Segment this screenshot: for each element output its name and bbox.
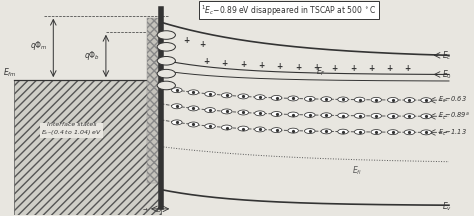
Text: $E_c$$-$0.89$^a$: $E_c$$-$0.89$^a$ bbox=[438, 111, 469, 122]
Text: +: + bbox=[277, 62, 283, 71]
Circle shape bbox=[404, 98, 415, 103]
Text: +: + bbox=[386, 64, 392, 73]
Circle shape bbox=[205, 92, 215, 97]
Circle shape bbox=[255, 95, 265, 100]
Text: $q\Phi_m$: $q\Phi_m$ bbox=[30, 39, 48, 52]
Circle shape bbox=[271, 95, 282, 100]
Circle shape bbox=[355, 129, 365, 134]
Text: +: + bbox=[199, 40, 205, 49]
Text: +: + bbox=[240, 60, 246, 69]
Circle shape bbox=[255, 111, 265, 116]
Circle shape bbox=[157, 69, 175, 78]
Circle shape bbox=[388, 97, 398, 102]
Circle shape bbox=[157, 81, 175, 90]
Circle shape bbox=[321, 113, 332, 118]
Circle shape bbox=[355, 97, 365, 102]
Circle shape bbox=[188, 122, 199, 127]
Circle shape bbox=[238, 126, 248, 131]
Circle shape bbox=[238, 94, 248, 99]
Circle shape bbox=[404, 114, 415, 119]
Text: +: + bbox=[368, 64, 374, 73]
Circle shape bbox=[355, 113, 365, 118]
Text: Interface states
$E_c$–(0.4 to 1.04) eV: Interface states $E_c$–(0.4 to 1.04) eV bbox=[41, 122, 102, 137]
Circle shape bbox=[238, 110, 248, 115]
Circle shape bbox=[255, 127, 265, 132]
Text: +: + bbox=[183, 36, 189, 45]
Text: +: + bbox=[331, 64, 338, 73]
Text: $E_v$: $E_v$ bbox=[442, 200, 452, 213]
Circle shape bbox=[271, 111, 282, 116]
Polygon shape bbox=[147, 18, 161, 183]
Circle shape bbox=[221, 109, 232, 114]
Text: $E_c$$-$0.63: $E_c$$-$0.63 bbox=[438, 95, 466, 105]
Text: $\delta$: $\delta$ bbox=[155, 205, 162, 214]
Circle shape bbox=[404, 130, 415, 135]
Circle shape bbox=[172, 104, 182, 109]
Circle shape bbox=[338, 97, 348, 102]
Polygon shape bbox=[14, 80, 161, 215]
Text: +: + bbox=[222, 59, 228, 68]
Text: +: + bbox=[350, 64, 356, 73]
Circle shape bbox=[338, 129, 348, 134]
Circle shape bbox=[221, 125, 232, 130]
Circle shape bbox=[321, 97, 332, 102]
Circle shape bbox=[172, 120, 182, 125]
Circle shape bbox=[188, 106, 199, 111]
Text: +: + bbox=[258, 61, 264, 70]
Circle shape bbox=[288, 128, 299, 133]
Circle shape bbox=[304, 129, 315, 133]
Circle shape bbox=[172, 88, 182, 93]
Text: +: + bbox=[203, 57, 210, 66]
Circle shape bbox=[157, 57, 175, 65]
Text: $^1E_c$$-$0.89 eV disappeared in TSCAP at 500 $^\circ$C: $^1E_c$$-$0.89 eV disappeared in TSCAP a… bbox=[201, 3, 377, 17]
Circle shape bbox=[388, 130, 398, 135]
Circle shape bbox=[338, 113, 348, 118]
Circle shape bbox=[157, 31, 175, 39]
Text: +: + bbox=[295, 63, 301, 72]
Circle shape bbox=[304, 96, 315, 101]
Text: $q\Phi_b$: $q\Phi_b$ bbox=[84, 49, 100, 62]
Circle shape bbox=[321, 129, 332, 134]
Circle shape bbox=[205, 108, 215, 113]
Circle shape bbox=[205, 124, 215, 129]
Circle shape bbox=[271, 128, 282, 133]
Circle shape bbox=[304, 113, 315, 118]
Circle shape bbox=[388, 114, 398, 119]
Text: $E_{fm}$: $E_{fm}$ bbox=[3, 67, 17, 79]
Text: $E_0$: $E_0$ bbox=[442, 68, 452, 81]
Text: +: + bbox=[167, 32, 173, 41]
Text: $E_c$$-$1.13: $E_c$$-$1.13 bbox=[438, 127, 466, 138]
Circle shape bbox=[288, 112, 299, 117]
Text: $E_c$: $E_c$ bbox=[442, 49, 452, 62]
Text: +: + bbox=[405, 64, 411, 73]
Circle shape bbox=[157, 43, 175, 51]
Circle shape bbox=[288, 96, 299, 101]
Circle shape bbox=[371, 130, 382, 135]
Text: $E_{fi}$: $E_{fi}$ bbox=[352, 165, 363, 177]
Text: +: + bbox=[313, 63, 319, 72]
Circle shape bbox=[421, 130, 431, 135]
Circle shape bbox=[221, 93, 232, 98]
Text: $\rightarrow$: $\rightarrow$ bbox=[140, 205, 148, 213]
Circle shape bbox=[421, 98, 431, 103]
Circle shape bbox=[421, 114, 431, 119]
Circle shape bbox=[371, 113, 382, 118]
Circle shape bbox=[371, 97, 382, 102]
Text: $E_F$: $E_F$ bbox=[316, 65, 326, 78]
Circle shape bbox=[188, 90, 199, 95]
